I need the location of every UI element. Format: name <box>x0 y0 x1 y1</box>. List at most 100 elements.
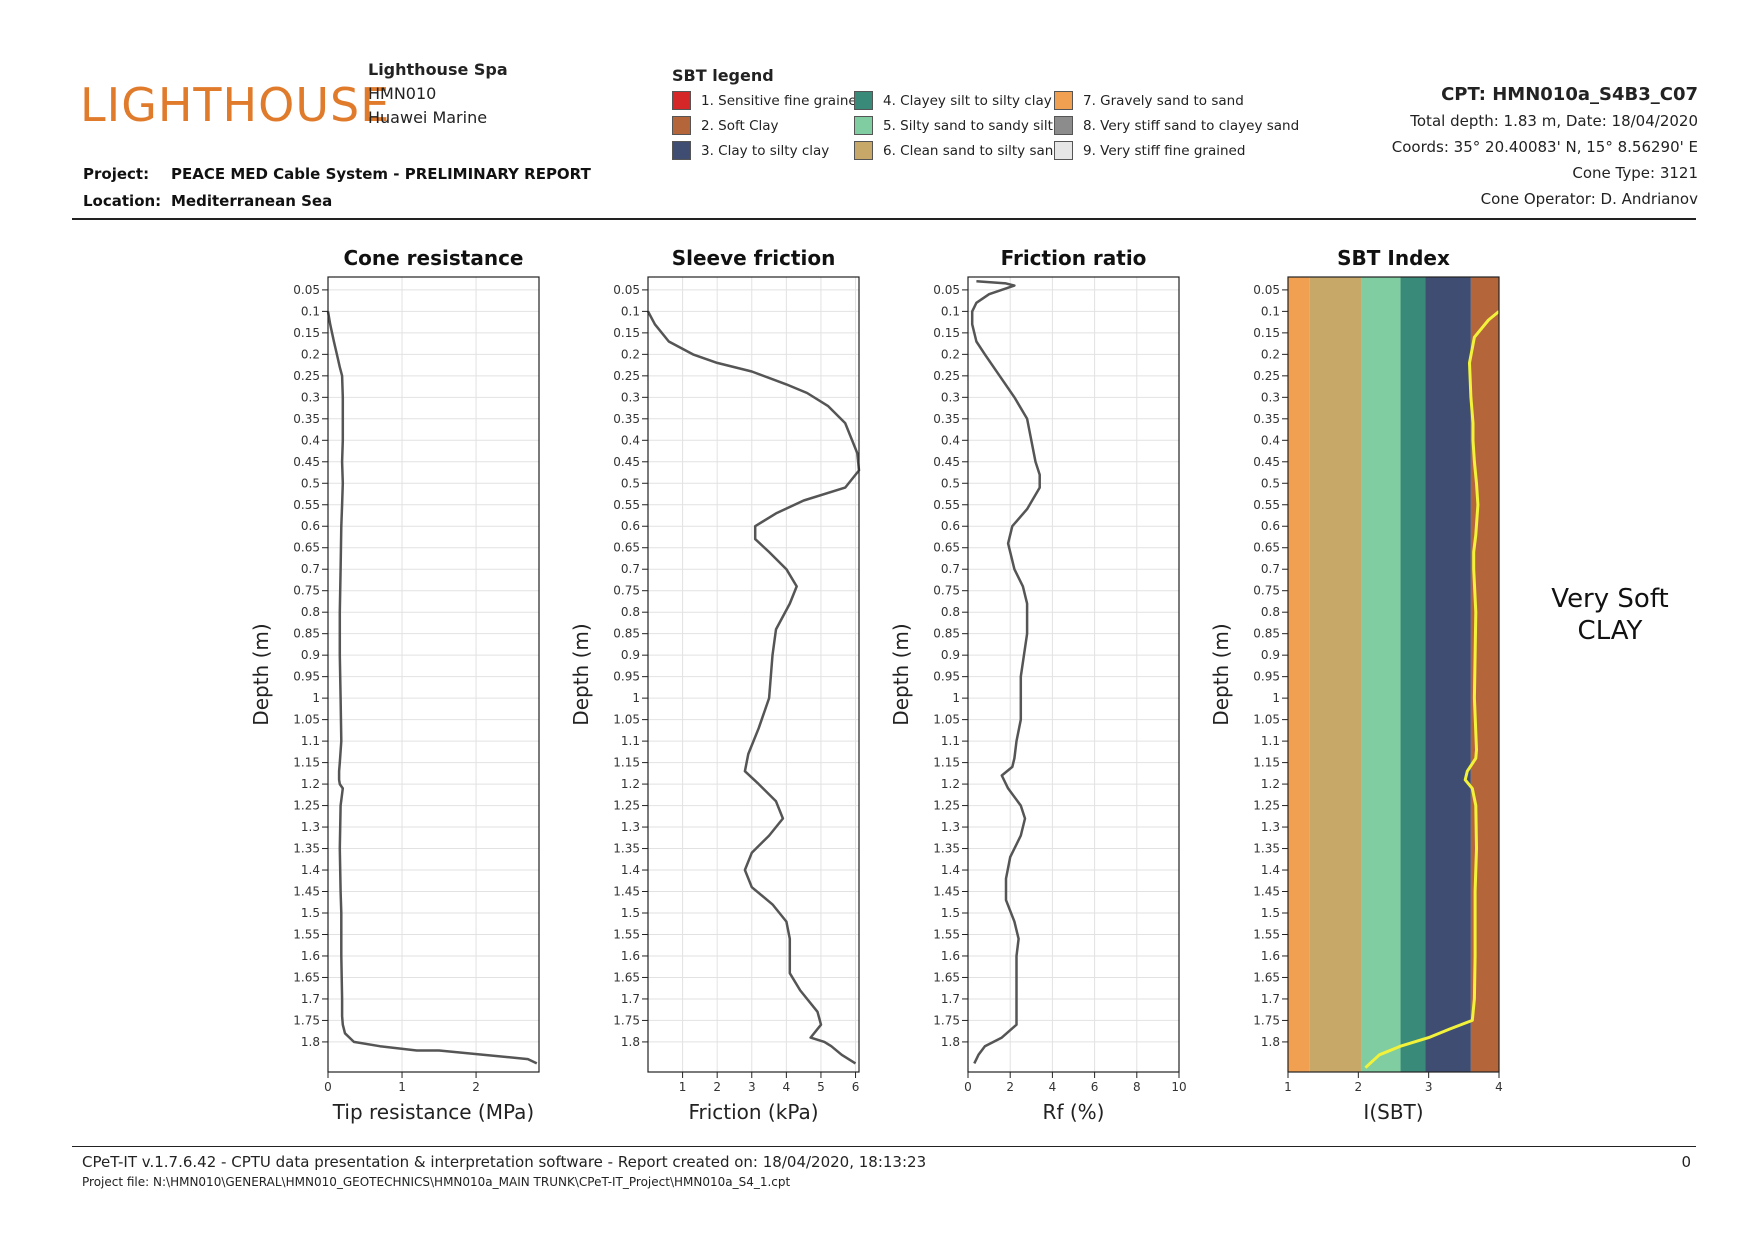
cpt-coords: Coords: 35° 20.40083' N, 15° 8.56290' E <box>1391 138 1698 156</box>
y-tick-label: 0.35 <box>613 412 640 426</box>
footer-software: CPeT-IT v.1.7.6.42 - CPTU data presentat… <box>82 1153 927 1171</box>
y-tick-label: 1.05 <box>293 713 320 727</box>
project-label: Project: <box>83 165 150 183</box>
y-tick-label: 0.75 <box>1253 584 1280 598</box>
y-tick-label: 0.45 <box>293 455 320 469</box>
y-tick-label: 1.25 <box>933 799 960 813</box>
legend-swatch <box>854 116 873 135</box>
x-tick-label: 8 <box>1133 1080 1141 1094</box>
y-tick-label: 0.05 <box>1253 283 1280 297</box>
y-tick-label: 0.35 <box>933 412 960 426</box>
y-tick-label: 0.15 <box>293 326 320 340</box>
legend-item: 1. Sensitive fine grained <box>672 91 865 110</box>
legend-item: 2. Soft Clay <box>672 116 854 135</box>
y-tick-label: 1.15 <box>613 756 640 770</box>
y-tick-label: 1.4 <box>301 863 320 877</box>
y-tick-label: 0.85 <box>293 627 320 641</box>
legend-label: 2. Soft Clay <box>701 117 779 134</box>
legend-item: 9. Very stiff fine grained <box>1054 141 1254 160</box>
y-tick-label: 1.75 <box>933 1013 960 1027</box>
y-tick-label: 1.25 <box>1253 799 1280 813</box>
chart-panel: 0.05 0.1 0.15 0.2 0.25 0.3 0.35 0.4 0.45 0.5 0.55 0… <box>1209 246 1503 1124</box>
y-tick-label: 1.8 <box>941 1035 960 1049</box>
x-tick-label: 0 <box>324 1080 332 1094</box>
client-name: Huawei Marine <box>368 108 488 127</box>
y-tick-label: 1.1 <box>1261 734 1280 748</box>
x-axis-label: I(SBT) <box>1363 1100 1423 1124</box>
y-tick-label: 0.1 <box>301 304 320 318</box>
y-tick-label: 0.85 <box>613 627 640 641</box>
x-tick-label: 1 <box>1284 1080 1292 1094</box>
y-axis-label: Depth (m) <box>249 623 273 725</box>
y-tick-label: 0.05 <box>933 283 960 297</box>
y-tick-label: 0.75 <box>293 584 320 598</box>
series-line <box>326 311 538 1065</box>
y-tick-label: 1.5 <box>1261 906 1280 920</box>
legend-grid: 1. Sensitive fine grained 4. Clayey silt … <box>672 91 1299 160</box>
y-tick-label: 0.5 <box>621 476 640 490</box>
y-tick-label: 0.65 <box>933 541 960 555</box>
sbt-zone <box>1400 277 1426 1072</box>
y-tick-label: 0.45 <box>613 455 640 469</box>
y-tick-label: 0.8 <box>301 605 320 619</box>
y-tick-label: 0.6 <box>301 519 320 533</box>
y-tick-label: 0.2 <box>941 347 960 361</box>
y-tick-label: 0.7 <box>621 562 640 576</box>
y-tick-label: 0.35 <box>1253 412 1280 426</box>
chart-title: Friction ratio <box>1001 246 1147 270</box>
y-tick-label: 1.2 <box>941 777 960 791</box>
logo-text: LIGHTHOUSE <box>80 78 391 132</box>
legend-title: SBT legend <box>672 66 774 85</box>
lighthouse-logo: LIGHTHOUSE <box>80 78 390 132</box>
y-tick-label: 1.35 <box>1253 842 1280 856</box>
y-tick-label: 0.65 <box>613 541 640 555</box>
y-tick-label: 0.3 <box>941 390 960 404</box>
y-tick-label: 1.15 <box>933 756 960 770</box>
y-tick-label: 1.6 <box>941 949 960 963</box>
y-tick-label: 0.95 <box>293 670 320 684</box>
legend-swatch <box>854 141 873 160</box>
plot-frame <box>1287 276 1500 1073</box>
y-tick-label: 0.7 <box>941 562 960 576</box>
y-tick-label: 0.55 <box>1253 498 1280 512</box>
y-tick-label: 0.85 <box>933 627 960 641</box>
legend-item: 3. Clay to silty clay <box>672 141 854 160</box>
y-tick-label: 1.65 <box>293 970 320 984</box>
y-tick-label: 1.05 <box>933 713 960 727</box>
chart-panel: 0.05 0.1 0.15 0.2 0.25 0.3 0.35 0.4 0.45 0.5 0.55 0… <box>889 246 1187 1124</box>
y-tick-label: 1.7 <box>1261 992 1280 1006</box>
y-tick-label: 0.6 <box>621 519 640 533</box>
x-tick-label: 5 <box>817 1080 825 1094</box>
y-tick-label: 1.1 <box>301 734 320 748</box>
y-tick-label: 1.75 <box>293 1013 320 1027</box>
footer-divider <box>72 1146 1696 1147</box>
y-tick-label: 1.6 <box>1261 949 1280 963</box>
y-tick-label: 0.4 <box>301 433 320 447</box>
legend-label: 9. Very stiff fine grained <box>1083 142 1246 159</box>
chart-title: Sleeve friction <box>672 246 836 270</box>
x-tick-label: 2 <box>472 1080 480 1094</box>
y-tick-label: 1.45 <box>293 885 320 899</box>
y-tick-label: 1.55 <box>1253 927 1280 941</box>
y-tick-label: 1.6 <box>621 949 640 963</box>
y-tick-label: 0.6 <box>1261 519 1280 533</box>
y-tick-label: 0.95 <box>1253 670 1280 684</box>
y-tick-label: 0.9 <box>621 648 640 662</box>
x-tick-label: 6 <box>1091 1080 1099 1094</box>
interpretation-label: Very Soft CLAY <box>1500 583 1720 647</box>
y-tick-label: 1.05 <box>613 713 640 727</box>
y-tick-label: 1.65 <box>933 970 960 984</box>
y-tick-label: 1.45 <box>933 885 960 899</box>
y-tick-label: 0.7 <box>301 562 320 576</box>
y-tick-label: 0.6 <box>941 519 960 533</box>
legend-label: 5. Silty sand to sandy silt <box>883 117 1053 134</box>
y-tick-label: 0.75 <box>933 584 960 598</box>
footer-project-file: Project file: N:\HMN010\GENERAL\HMN010_G… <box>82 1175 791 1189</box>
y-tick-label: 0.25 <box>1253 369 1280 383</box>
legend-swatch <box>1054 91 1073 110</box>
x-tick-label: 2 <box>1006 1080 1014 1094</box>
y-tick-label: 0.2 <box>1261 347 1280 361</box>
legend-label: 8. Very stiff sand to clayey sand <box>1083 117 1300 134</box>
legend-item: 7. Gravely sand to sand <box>1054 91 1254 110</box>
y-tick-label: 1.4 <box>1261 863 1280 877</box>
